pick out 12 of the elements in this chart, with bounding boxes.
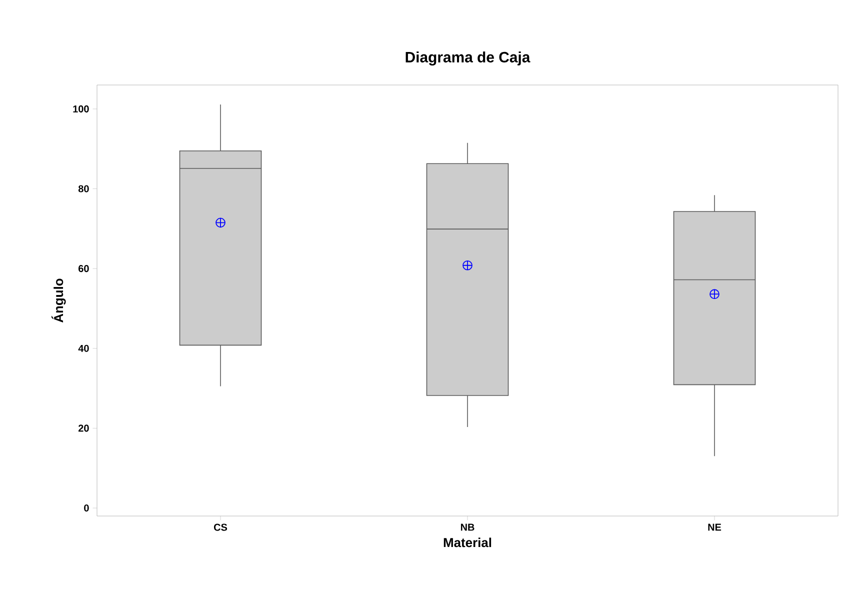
x-tick-label: NB — [460, 524, 474, 531]
y-tick-label: 60 — [78, 265, 89, 272]
y-tick-label: 80 — [78, 185, 89, 192]
y-tick-label: 0 — [84, 504, 89, 512]
y-tick-label: 40 — [78, 344, 89, 352]
x-tick-label: NE — [708, 524, 722, 531]
x-tick-label: CS — [214, 524, 228, 531]
y-tick-label: 100 — [73, 105, 89, 112]
y-axis-title: Ángulo — [52, 278, 66, 322]
y-tick-label: 20 — [78, 424, 89, 432]
x-axis-title: Material — [444, 538, 492, 548]
chart-title: Diagrama de Caja — [406, 52, 530, 66]
